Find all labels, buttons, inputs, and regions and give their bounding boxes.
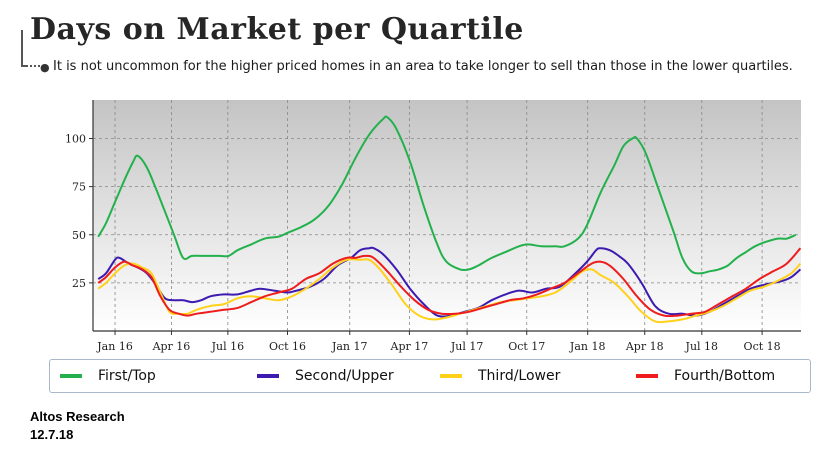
x-tick-label: Oct 18 xyxy=(744,340,781,353)
x-tick-label: Jul 17 xyxy=(450,340,484,353)
x-tick-label: Jan 18 xyxy=(569,340,606,353)
line-chart: 25 50 75 100 Jan 16 Apr 16 Jul 16 Oct 16 Jan 17 A… xyxy=(65,100,802,353)
legend-item-third-lower: Third/Lower xyxy=(440,368,560,384)
legend-swatch-first-top xyxy=(60,374,82,378)
plot-area xyxy=(93,100,801,331)
x-tick-label: Oct 16 xyxy=(269,340,306,353)
legend-label-third-lower: Third/Lower xyxy=(478,368,561,384)
x-tick-label: Apr 16 xyxy=(152,340,191,353)
series-line-first-top xyxy=(97,115,797,275)
page-title: Days on Market per Quartile xyxy=(30,12,524,47)
series-lines xyxy=(97,115,802,324)
legend-swatch-fourth-bottom xyxy=(636,374,658,378)
legend-swatch-third-lower xyxy=(440,374,462,378)
legend-item-second-upper: Second/Upper xyxy=(257,368,394,384)
axes: 25 50 75 100 Jan 16 Apr 16 Jul 16 Oct 16 Jan 17 A… xyxy=(65,100,801,353)
source-name: Altos Research xyxy=(30,409,125,424)
y-tick-label: 100 xyxy=(65,133,86,146)
legend-item-fourth-bottom: Fourth/Bottom xyxy=(636,368,775,384)
legend-label-second-upper: Second/Upper xyxy=(295,368,394,384)
x-tick-label: Apr 18 xyxy=(625,340,664,353)
x-tick-label: Jan 16 xyxy=(96,340,133,353)
x-tick-label: Jan 17 xyxy=(331,340,368,353)
x-tick-label: Apr 17 xyxy=(390,340,429,353)
grid-lines xyxy=(93,100,801,331)
y-tick-label: 75 xyxy=(72,181,86,194)
series-line-fourth-bottom xyxy=(97,247,802,318)
series-line-second-upper xyxy=(97,246,802,318)
legend: First/Top Second/Upper Third/Lower Fourt… xyxy=(49,359,811,393)
source-note: Altos Research 12.7.18 xyxy=(30,408,125,444)
legend-label-fourth-bottom: Fourth/Bottom xyxy=(674,368,776,384)
x-tick-label: Jul 16 xyxy=(211,340,245,353)
legend-item-first-top: First/Top xyxy=(60,368,156,384)
y-tick-label: 50 xyxy=(72,229,86,242)
subtitle: It is not uncommon for the higher priced… xyxy=(53,59,793,74)
source-date: 12.7.18 xyxy=(30,427,74,442)
bullet-icon: ● xyxy=(40,61,50,74)
legend-swatch-second-upper xyxy=(257,374,279,378)
y-tick-label: 25 xyxy=(72,277,86,290)
legend-label-first-top: First/Top xyxy=(98,368,156,384)
title-bracket-decoration xyxy=(21,30,40,67)
chart-container: 25 50 75 100 Jan 16 Apr 16 Jul 16 Oct 16 Jan 17 A… xyxy=(47,93,810,396)
x-tick-label: Jul 18 xyxy=(685,340,719,353)
x-tick-label: Oct 17 xyxy=(508,340,545,353)
